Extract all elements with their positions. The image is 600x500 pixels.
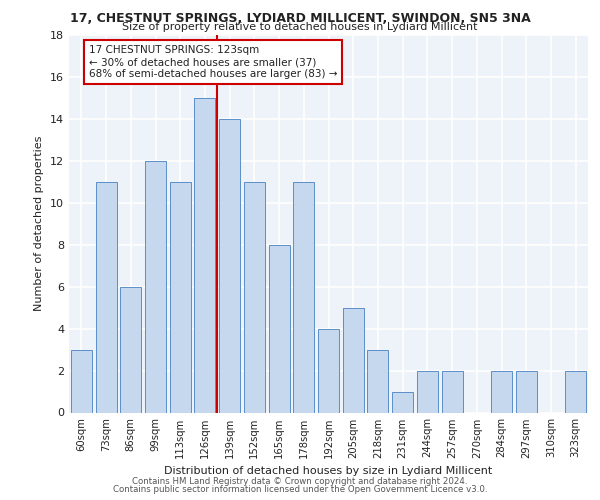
Y-axis label: Number of detached properties: Number of detached properties xyxy=(34,136,44,312)
Bar xyxy=(442,370,463,412)
Bar xyxy=(219,119,240,412)
Bar xyxy=(120,286,141,412)
Bar xyxy=(269,244,290,412)
Bar xyxy=(170,182,191,412)
Bar xyxy=(343,308,364,412)
Bar xyxy=(417,370,438,412)
Text: 17, CHESTNUT SPRINGS, LYDIARD MILLICENT, SWINDON, SN5 3NA: 17, CHESTNUT SPRINGS, LYDIARD MILLICENT,… xyxy=(70,12,530,26)
X-axis label: Distribution of detached houses by size in Lydiard Millicent: Distribution of detached houses by size … xyxy=(164,466,493,476)
Bar xyxy=(95,182,116,412)
Bar xyxy=(516,370,537,412)
Bar xyxy=(71,350,92,412)
Bar xyxy=(194,98,215,412)
Bar xyxy=(293,182,314,412)
Bar xyxy=(244,182,265,412)
Bar xyxy=(367,350,388,412)
Bar xyxy=(392,392,413,412)
Bar xyxy=(318,328,339,412)
Text: Contains public sector information licensed under the Open Government Licence v3: Contains public sector information licen… xyxy=(113,485,487,494)
Text: 17 CHESTNUT SPRINGS: 123sqm
← 30% of detached houses are smaller (37)
68% of sem: 17 CHESTNUT SPRINGS: 123sqm ← 30% of det… xyxy=(89,46,337,78)
Bar xyxy=(565,370,586,412)
Bar xyxy=(491,370,512,412)
Text: Size of property relative to detached houses in Lydiard Millicent: Size of property relative to detached ho… xyxy=(122,22,478,32)
Text: Contains HM Land Registry data © Crown copyright and database right 2024.: Contains HM Land Registry data © Crown c… xyxy=(132,477,468,486)
Bar xyxy=(145,161,166,412)
